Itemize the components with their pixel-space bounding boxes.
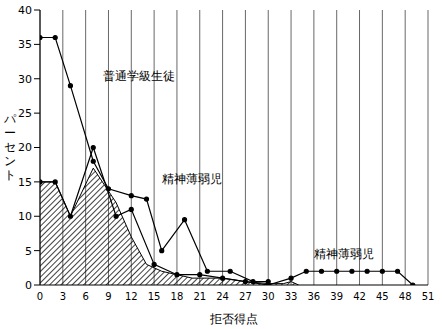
- svg-text:25: 25: [18, 107, 32, 120]
- svg-text:30: 30: [262, 291, 275, 302]
- svg-text:普通学級生徒: 普通学級生徒: [103, 69, 175, 83]
- svg-text:27: 27: [239, 291, 252, 302]
- svg-text:パーセント: パーセント: [8, 112, 17, 182]
- svg-text:45: 45: [376, 291, 389, 302]
- svg-text:精神薄弱児: 精神薄弱児: [314, 247, 374, 261]
- svg-text:20: 20: [18, 141, 32, 154]
- svg-text:33: 33: [285, 291, 298, 302]
- svg-text:15: 15: [148, 291, 161, 302]
- svg-text:拒否得点: 拒否得点: [209, 312, 258, 326]
- svg-text:9: 9: [105, 291, 111, 302]
- svg-text:3: 3: [60, 291, 66, 302]
- svg-text:39: 39: [330, 291, 343, 302]
- svg-text:精神薄弱児: 精神薄弱児: [162, 172, 222, 186]
- svg-text:42: 42: [353, 291, 366, 302]
- svg-text:35: 35: [18, 38, 32, 51]
- svg-text:12: 12: [125, 291, 138, 302]
- svg-text:15: 15: [18, 176, 32, 189]
- svg-text:18: 18: [171, 291, 184, 302]
- svg-text:48: 48: [399, 291, 412, 302]
- svg-text:5: 5: [25, 245, 32, 258]
- svg-text:0: 0: [37, 291, 43, 302]
- svg-text:30: 30: [18, 73, 32, 86]
- svg-text:51: 51: [422, 291, 434, 302]
- svg-text:21: 21: [193, 291, 206, 302]
- svg-text:6: 6: [82, 291, 88, 302]
- svg-text:0: 0: [25, 279, 32, 292]
- svg-text:10: 10: [18, 210, 32, 223]
- svg-text:36: 36: [308, 291, 321, 302]
- svg-text:40: 40: [18, 4, 32, 17]
- svg-text:24: 24: [216, 291, 229, 302]
